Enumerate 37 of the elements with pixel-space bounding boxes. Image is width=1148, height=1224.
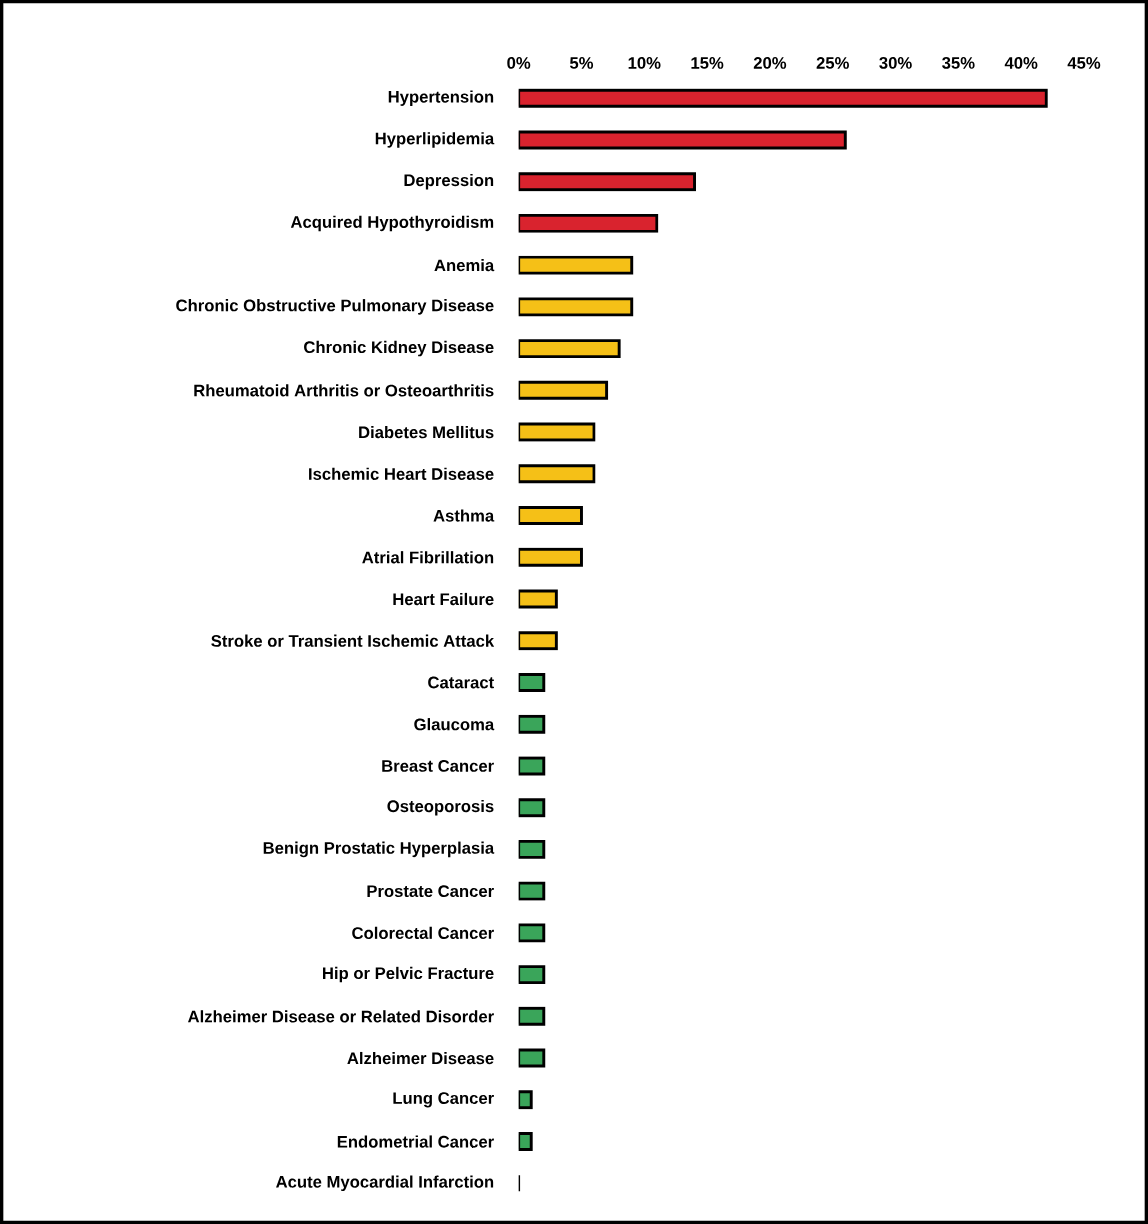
- x-tick-label: 40%: [1004, 57, 1038, 69]
- y-tick-label: Asthma: [433, 509, 495, 522]
- y-tick-label: Acute Myocardial Infarction: [276, 1175, 494, 1192]
- y-tick-label: Stroke or Transient Ischemic Attack: [211, 634, 495, 647]
- y-tick-label: Depression: [404, 173, 494, 190]
- y-tick-label: Alzheimer Disease: [347, 1051, 494, 1065]
- x-tick-label: 0%: [507, 57, 531, 69]
- x-tick-label: 25%: [816, 57, 849, 69]
- y-tick-label: Cataract: [428, 676, 494, 689]
- y-tick-label: Lung Cancer: [393, 1092, 494, 1108]
- y-tick-label: Alzheimer Disease or Related Disorder: [187, 1010, 494, 1023]
- y-tick-label: Hip or Pelvic Fracture: [323, 966, 494, 983]
- y-tick-label: Osteoporosis: [387, 799, 494, 816]
- y-tick-label: Anemia: [434, 259, 495, 272]
- x-tick-label: 5%: [569, 57, 594, 69]
- y-tick-label: Colorectal Cancer: [352, 926, 494, 939]
- y-tick-label: Acquired Hypothyroidism: [290, 215, 494, 232]
- y-tick-label: Prostate Cancer: [367, 885, 494, 898]
- y-tick-label: Diabetes Mellitus: [359, 425, 494, 439]
- x-tick-label: 30%: [879, 57, 912, 69]
- y-tick-label: Benign Prostatic Hyperplasia: [263, 841, 495, 858]
- y-tick-label: Glaucoma: [414, 718, 495, 731]
- y-tick-label: Hypertension: [388, 90, 494, 106]
- x-tick-label: 45%: [1067, 57, 1101, 69]
- x-tick-label: 10%: [628, 57, 661, 69]
- y-tick-label: Chronic Kidney Disease: [304, 340, 494, 357]
- y-tick-label: Rheumatoid Arthritis or Osteoarthritis: [194, 384, 494, 397]
- x-tick-label: 15%: [691, 57, 724, 69]
- y-tick-label: Chronic Obstructive Pulmonary Disease: [176, 299, 494, 315]
- y-tick-label: Hyperlipidemia: [375, 132, 495, 148]
- y-tick-label: Endometrial Cancer: [337, 1135, 494, 1148]
- y-tick-label: Ischemic Heart Disease: [309, 467, 494, 480]
- y-tick-label: Breast Cancer: [382, 760, 494, 772]
- y-tick-label: Atrial Fibrillation: [362, 551, 494, 564]
- x-tick-label: 35%: [942, 57, 975, 69]
- x-tick-label: 20%: [753, 57, 787, 69]
- y-tick-label: Heart Failure: [393, 592, 494, 606]
